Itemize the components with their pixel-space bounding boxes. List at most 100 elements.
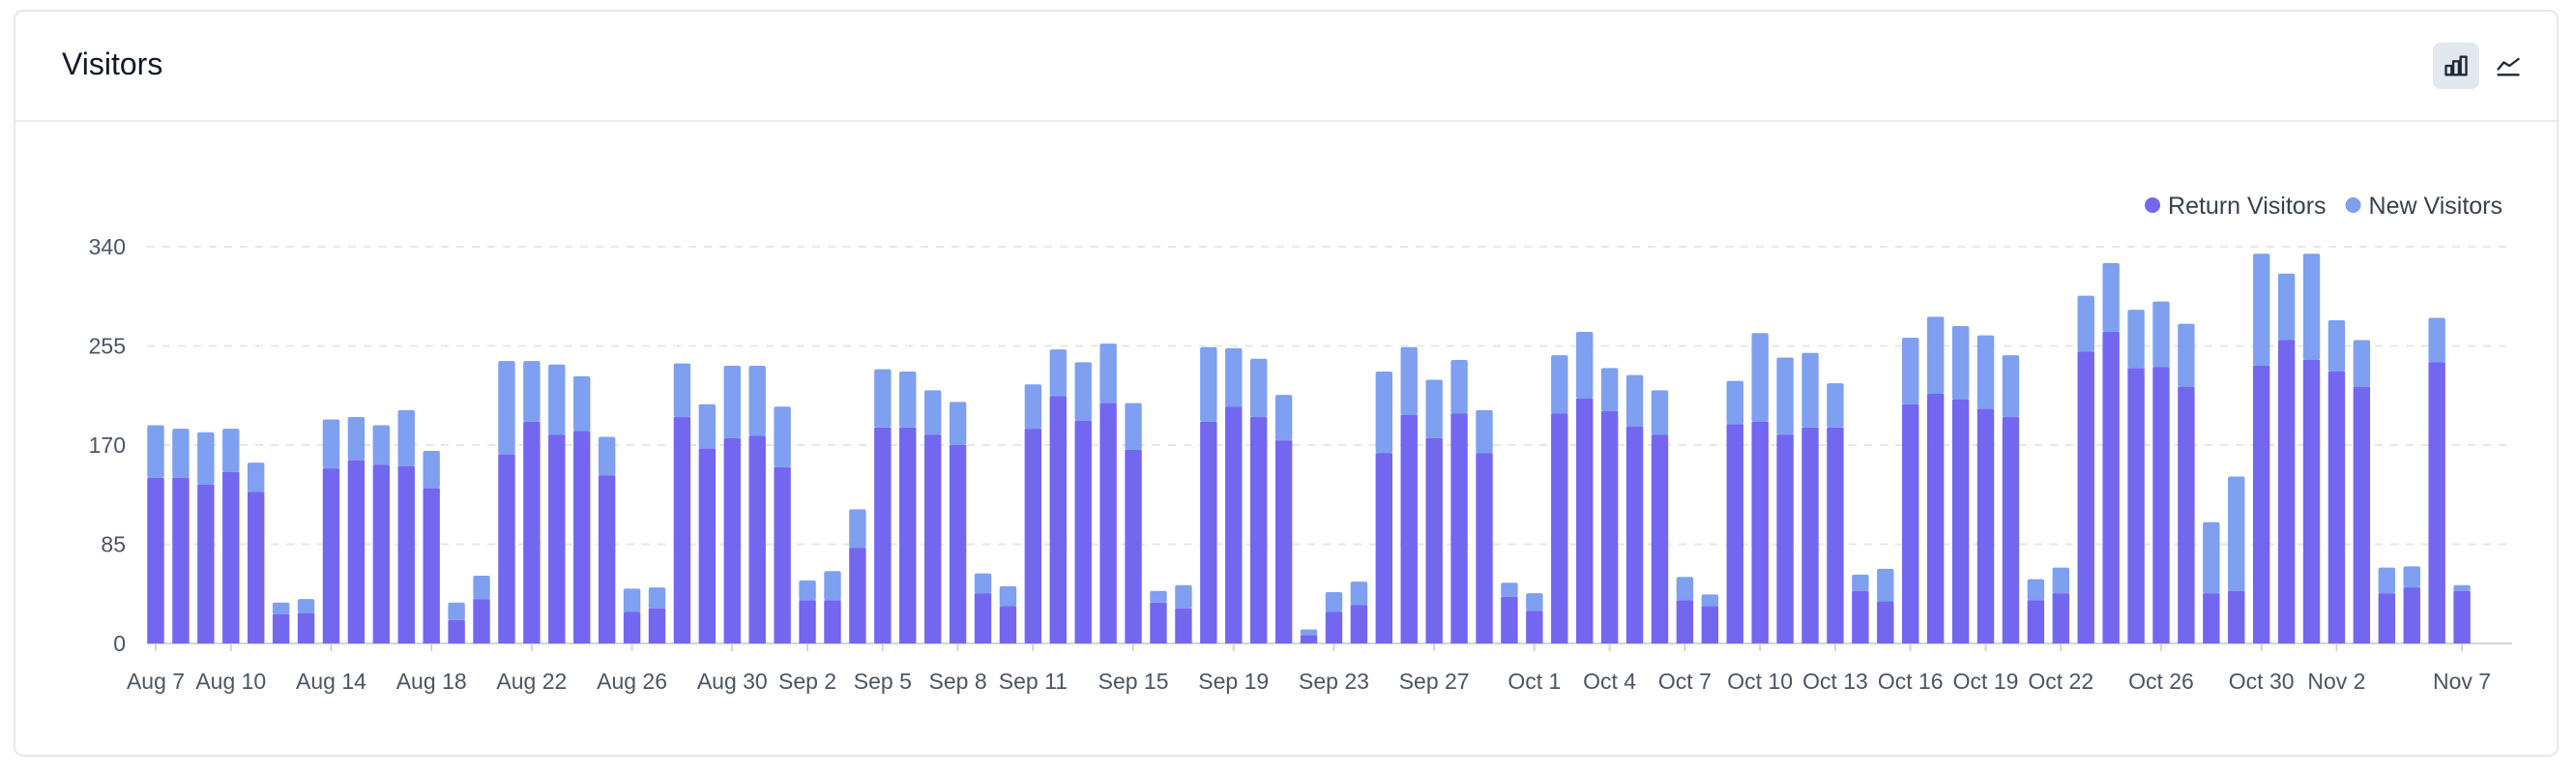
bar-new-visitors[interactable] [222,429,240,472]
bar-new-visitors[interactable] [1926,316,1945,394]
bar-new-visitors[interactable] [1526,593,1543,612]
bar-new-visitors[interactable] [448,602,465,620]
bar-new-visitors[interactable] [2378,567,2396,594]
bar-new-visitors[interactable] [2027,579,2045,601]
bar-return-visitors[interactable] [1450,413,1468,643]
bar-return-visitors[interactable] [523,421,541,643]
bar-new-visitors[interactable] [2102,262,2120,333]
bar-new-visitors[interactable] [1827,383,1844,428]
bar-return-visitors[interactable] [473,599,490,643]
bar-new-visitors[interactable] [774,406,791,467]
bar-return-visitors[interactable] [2403,587,2420,643]
bar-return-visitors[interactable] [2228,590,2245,643]
bar-return-visitors[interactable] [498,454,515,643]
bar-new-visitors[interactable] [172,429,190,478]
bar-new-visitors[interactable] [849,509,866,549]
bar-return-visitors[interactable] [874,427,892,643]
bar-return-visitors[interactable] [2027,600,2045,643]
bar-return-visitors[interactable] [1701,606,1719,643]
bar-new-visitors[interactable] [1701,594,1719,607]
bar-return-visitors[interactable] [1600,411,1619,643]
bar-new-visitors[interactable] [1350,582,1368,606]
bar-return-visitors[interactable] [1976,408,1995,643]
bar-new-visitors[interactable] [698,403,717,449]
bar-return-visitors[interactable] [147,477,164,643]
bar-new-visitors[interactable] [1375,372,1393,454]
bar-new-visitors[interactable] [723,366,741,438]
bar-return-visitors[interactable] [2052,593,2069,643]
bar-new-visitors[interactable] [147,425,164,478]
bar-return-visitors[interactable] [598,475,616,643]
bar-new-visitors[interactable] [2203,522,2220,594]
bar-new-visitors[interactable] [372,425,391,465]
bar-new-visitors[interactable] [2403,566,2420,588]
bar-new-visitors[interactable] [2252,254,2270,366]
bar-return-visitors[interactable] [923,434,942,643]
bar-return-visitors[interactable] [1625,426,1644,643]
bar-new-visitors[interactable] [1400,346,1418,415]
bar-return-visitors[interactable] [1651,434,1669,643]
bar-new-visitors[interactable] [623,588,641,612]
bar-return-visitors[interactable] [297,612,315,643]
bar-return-visitors[interactable] [2002,417,2020,643]
bar-return-visitors[interactable] [247,492,265,643]
line-chart-view-button[interactable] [2485,43,2532,89]
bar-return-visitors[interactable] [748,435,766,643]
bar-return-visitors[interactable] [1225,406,1243,643]
bar-new-visitors[interactable] [2302,254,2321,360]
bar-return-visitors[interactable] [999,606,1017,643]
bar-new-visitors[interactable] [1651,390,1669,435]
bar-return-visitors[interactable] [623,612,641,643]
bar-return-visitors[interactable] [1125,449,1142,643]
bar-return-visitors[interactable] [1852,590,1869,643]
bar-return-visitors[interactable] [2127,368,2145,643]
bar-return-visitors[interactable] [1200,421,1217,643]
bar-new-visitors[interactable] [1600,368,1619,412]
bar-new-visitors[interactable] [1225,347,1243,407]
bar-new-visitors[interactable] [1325,591,1343,612]
bar-new-visitors[interactable] [473,576,490,600]
bar-new-visitors[interactable] [1576,332,1594,399]
bar-new-visitors[interactable] [899,372,917,428]
bar-return-visitors[interactable] [1024,429,1042,643]
bar-new-visitors[interactable] [2228,476,2245,591]
bar-new-visitors[interactable] [874,369,892,428]
bar-new-visitors[interactable] [1501,582,1518,597]
bar-new-visitors[interactable] [1249,358,1268,418]
bar-new-visitors[interactable] [272,602,290,614]
bar-new-visitors[interactable] [322,419,340,469]
bar-return-visitors[interactable] [774,466,791,643]
bar-return-visitors[interactable] [1726,424,1743,643]
bar-return-visitors[interactable] [372,464,391,644]
bar-new-visitors[interactable] [1902,338,1919,404]
bar-new-visitors[interactable] [923,390,942,435]
bar-new-visitors[interactable] [1074,362,1092,421]
bar-return-visitors[interactable] [1300,635,1318,643]
bar-new-visitors[interactable] [2052,567,2069,594]
bar-new-visitors[interactable] [1024,384,1042,430]
bar-return-visitors[interactable] [1325,612,1343,643]
bar-new-visitors[interactable] [598,436,616,476]
bar-return-visitors[interactable] [1249,417,1268,643]
bar-new-visitors[interactable] [498,361,515,455]
bar-return-visitors[interactable] [1902,403,1919,643]
bar-return-visitors[interactable] [2428,362,2445,643]
bar-new-visitors[interactable] [548,364,566,435]
bar-return-visitors[interactable] [899,427,917,643]
bar-new-visitors[interactable] [949,402,967,445]
bar-return-visitors[interactable] [1501,596,1518,643]
bar-return-visitors[interactable] [222,471,240,643]
bar-return-visitors[interactable] [2252,366,2270,643]
bar-return-visitors[interactable] [698,448,717,643]
bar-new-visitors[interactable] [1200,346,1217,422]
bar-new-visitors[interactable] [999,585,1017,607]
bar-new-visitors[interactable] [1551,355,1568,414]
bar-new-visitors[interactable] [347,417,366,461]
bar-return-visitors[interactable] [1776,434,1794,643]
bar-new-visitors[interactable] [297,599,315,613]
bar-new-visitors[interactable] [1476,409,1493,454]
bar-new-visitors[interactable] [247,463,265,492]
bar-return-visitors[interactable] [1576,398,1594,643]
bar-new-visitors[interactable] [2428,317,2445,363]
bar-return-visitors[interactable] [723,437,741,643]
